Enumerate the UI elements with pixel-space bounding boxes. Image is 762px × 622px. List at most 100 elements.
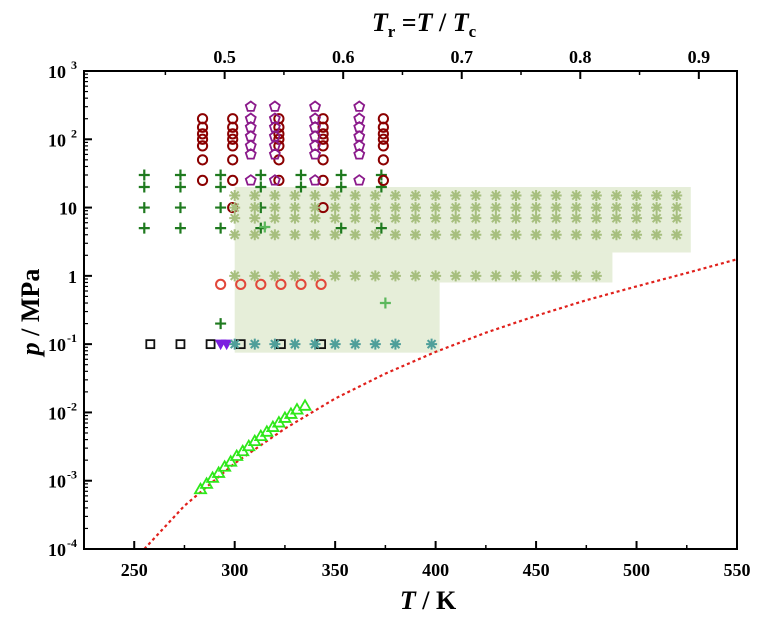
y-tick-exponent: -3 <box>67 468 77 482</box>
point-asterisk-green <box>389 270 401 282</box>
point-asterisk-green <box>570 229 582 241</box>
shaded-region <box>234 187 691 253</box>
point-asterisk-teal <box>369 338 381 350</box>
point-plus <box>255 169 267 181</box>
y-tick-label: 10 <box>48 335 66 355</box>
point-open-circles-dark <box>227 174 239 186</box>
point-asterisk-green <box>550 270 562 282</box>
point-asterisk-green <box>269 190 281 202</box>
point-plus <box>174 169 186 181</box>
top-tick-label: 0.6 <box>332 47 355 67</box>
point-asterisk-green <box>450 212 462 224</box>
x-tick-label: 450 <box>523 560 550 580</box>
point-asterisk-teal <box>229 338 241 350</box>
point-open-circles-red <box>315 278 327 290</box>
point-asterisk-green <box>269 212 281 224</box>
point-plus <box>215 222 227 234</box>
point-asterisk-green <box>389 212 401 224</box>
point-open-circles-red <box>215 278 227 290</box>
point-plus <box>215 202 227 214</box>
point-pentagons <box>244 100 257 112</box>
point-asterisk-teal <box>349 338 361 350</box>
point-asterisk-green <box>570 270 582 282</box>
point-plus <box>215 181 227 193</box>
point-asterisk-green <box>430 212 442 224</box>
point-asterisk-green <box>410 212 422 224</box>
point-open-circles-dark <box>196 154 209 166</box>
point-asterisk-green <box>389 229 401 241</box>
point-asterisk-green <box>369 270 381 282</box>
x-tick-label: 500 <box>623 560 650 580</box>
point-open-circles-dark <box>196 133 209 145</box>
point-asterisk-green <box>470 270 482 282</box>
point-asterisk-green <box>530 229 542 241</box>
y-tick-exponent: -1 <box>67 331 77 345</box>
y-tick-exponent: -4 <box>67 536 77 550</box>
point-asterisk-green <box>530 190 542 202</box>
x-axis-title: T / K <box>400 586 457 615</box>
point-pentagons <box>244 148 257 160</box>
point-pentagons <box>309 100 322 112</box>
point-asterisk-green <box>631 190 643 202</box>
point-asterisk-green <box>249 202 261 214</box>
point-asterisk-green <box>389 190 401 202</box>
point-asterisk-green <box>470 190 482 202</box>
point-asterisk-green <box>490 270 502 282</box>
point-asterisk-green <box>430 270 442 282</box>
point-open-circles-dark <box>227 121 239 133</box>
y-tick-label: 10 <box>48 540 66 560</box>
point-asterisk-green <box>289 190 301 202</box>
y-tick-exponent: -2 <box>67 399 77 413</box>
point-asterisk-green <box>309 229 321 241</box>
point-asterisk-green <box>329 202 341 214</box>
point-asterisk-green <box>490 229 502 241</box>
plot-frame <box>83 70 738 550</box>
point-open-circles-red <box>275 278 287 290</box>
point-plus <box>215 169 227 181</box>
point-plus <box>335 169 347 181</box>
point-asterisk-green <box>249 270 261 282</box>
point-asterisk-green <box>651 190 663 202</box>
point-plus <box>138 202 150 214</box>
point-plus <box>375 181 387 193</box>
x-tick-label: 250 <box>121 560 148 580</box>
point-squares <box>205 339 216 350</box>
point-asterisk-green <box>369 212 381 224</box>
point-asterisk-green <box>369 190 381 202</box>
point-plus <box>295 181 307 193</box>
y-tick-exponent: 3 <box>71 58 77 72</box>
point-pentagons <box>353 130 366 142</box>
point-open-circles-dark <box>273 174 285 186</box>
point-asterisk-green <box>229 270 241 282</box>
point-asterisk-green <box>289 270 301 282</box>
point-asterisk-green <box>610 229 622 241</box>
point-pentagons <box>353 148 366 160</box>
point-plus <box>138 222 150 234</box>
point-asterisk-green <box>631 212 643 224</box>
point-asterisk-green <box>610 212 622 224</box>
point-open-circles-dark <box>273 140 285 152</box>
point-asterisk-green <box>510 190 522 202</box>
point-plus <box>138 169 150 181</box>
point-asterisk-green <box>530 270 542 282</box>
shaded-regions <box>234 187 691 353</box>
point-open-circles-dark <box>377 140 389 152</box>
point-asterisk-green <box>570 202 582 214</box>
point-asterisk-green <box>349 229 361 241</box>
point-asterisk-green <box>550 212 562 224</box>
point-asterisk-green <box>610 190 622 202</box>
point-asterisk-green <box>590 190 602 202</box>
point-asterisk-green <box>671 229 683 241</box>
point-open-circles-dark <box>196 174 209 186</box>
point-asterisk-green <box>410 202 422 214</box>
point-triangles <box>211 465 226 478</box>
point-asterisk-green <box>309 212 321 224</box>
point-asterisk-green <box>269 202 281 214</box>
top-tick-label: 0.5 <box>213 47 236 67</box>
point-asterisk-teal <box>389 338 401 350</box>
point-squares <box>145 339 156 350</box>
point-asterisk-green <box>349 270 361 282</box>
point-pentagons <box>353 174 366 186</box>
point-asterisk-green <box>550 229 562 241</box>
y-tick-label: 1 <box>68 267 77 287</box>
